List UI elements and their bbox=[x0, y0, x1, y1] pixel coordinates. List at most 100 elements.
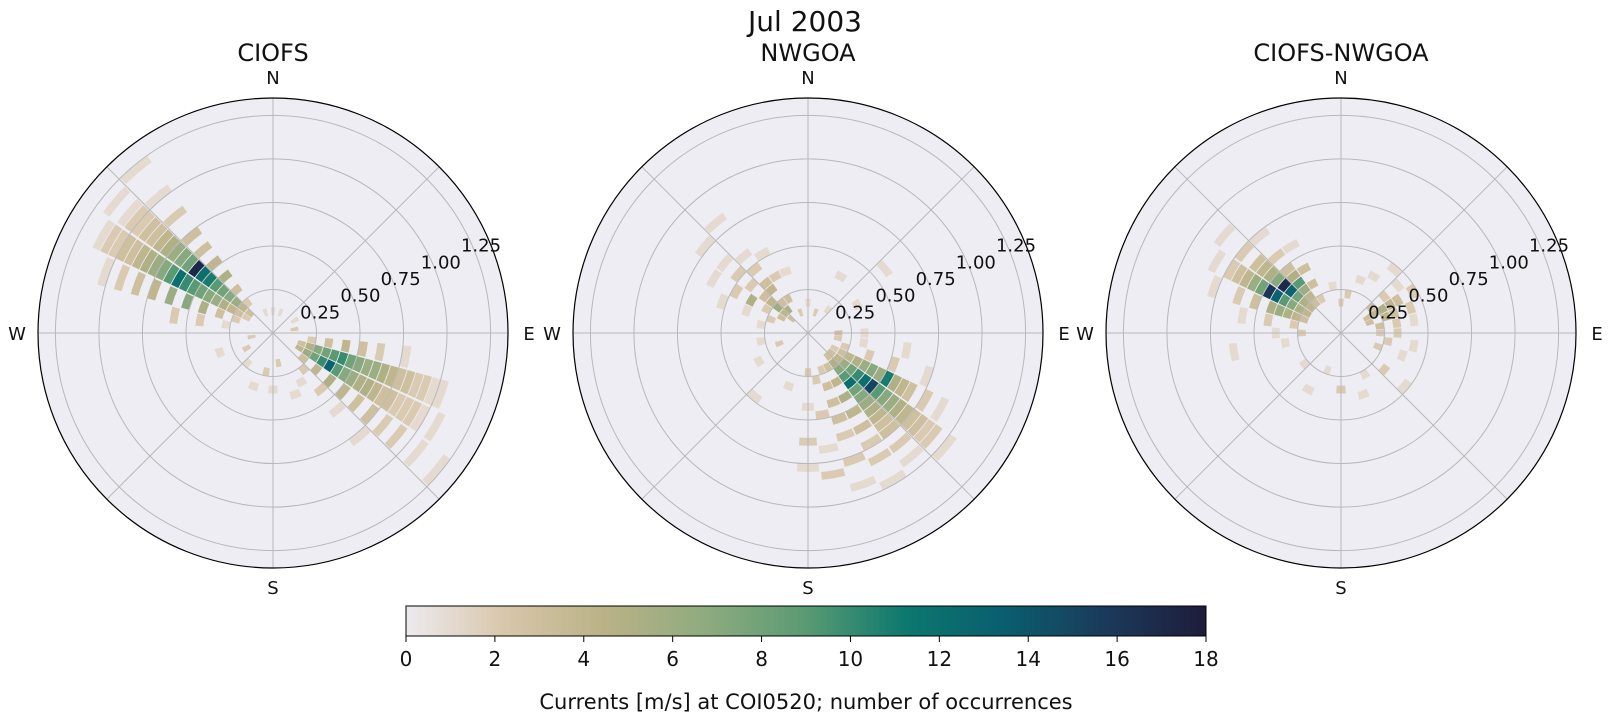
histogram-bin bbox=[320, 346, 332, 359]
histogram-bin bbox=[1277, 278, 1292, 293]
histogram-bin bbox=[1292, 276, 1306, 290]
histogram-bin bbox=[179, 273, 194, 292]
histogram-bin bbox=[930, 396, 950, 422]
histogram-bin bbox=[244, 308, 255, 318]
histogram-bin bbox=[860, 433, 882, 451]
histogram-bin bbox=[851, 355, 863, 368]
histogram-bin bbox=[340, 339, 351, 353]
histogram-bin bbox=[1405, 283, 1420, 300]
histogram-bin bbox=[753, 355, 765, 368]
angular-gridline bbox=[1340, 332, 1508, 500]
histogram-bin bbox=[193, 241, 213, 259]
histogram-bin bbox=[1239, 268, 1255, 289]
histogram-bin bbox=[247, 380, 260, 392]
histogram-bin bbox=[845, 363, 858, 376]
histogram-bin bbox=[352, 356, 365, 373]
histogram-bin bbox=[1256, 259, 1273, 278]
histogram-bin bbox=[888, 432, 912, 454]
histogram-bin bbox=[753, 246, 771, 262]
histogram-bin bbox=[131, 244, 151, 270]
histogram-bin bbox=[823, 351, 833, 362]
histogram-bin bbox=[1305, 302, 1316, 313]
histogram-bin bbox=[835, 428, 855, 442]
histogram-bin bbox=[1386, 262, 1402, 277]
histogram-bin bbox=[836, 348, 847, 358]
histogram-bin bbox=[392, 367, 407, 391]
histogram-bin bbox=[1375, 322, 1384, 330]
histogram-bin bbox=[831, 412, 848, 425]
histogram-bin bbox=[214, 307, 226, 320]
histogram-bin bbox=[853, 389, 869, 404]
histogram-bin bbox=[694, 235, 715, 258]
histogram-bin bbox=[218, 269, 233, 284]
histogram-bin bbox=[344, 370, 360, 388]
histogram-bin bbox=[863, 349, 875, 362]
histogram-bin bbox=[833, 353, 844, 364]
histogram-bin bbox=[1270, 288, 1284, 303]
colorbar-tick-label: 2 bbox=[489, 647, 502, 671]
radial-tick-label: 0.75 bbox=[381, 269, 421, 290]
histogram-bin bbox=[206, 255, 223, 271]
histogram-bin bbox=[865, 363, 879, 378]
histogram-bin bbox=[1408, 313, 1419, 327]
histogram-bin bbox=[766, 315, 776, 324]
histogram-bin bbox=[1284, 284, 1298, 298]
histogram-bin bbox=[1304, 290, 1316, 302]
histogram-bin bbox=[316, 355, 328, 368]
histogram-bin bbox=[1299, 315, 1309, 324]
histogram-bin bbox=[895, 403, 915, 425]
histogram-bin bbox=[1316, 294, 1326, 305]
histogram-bin bbox=[247, 334, 256, 340]
histogram-bin bbox=[100, 224, 123, 255]
histogram-bin bbox=[845, 404, 863, 420]
histogram-bin bbox=[777, 297, 788, 308]
histogram-bin bbox=[1391, 293, 1404, 307]
histogram-bin bbox=[277, 308, 284, 317]
histogram-bin bbox=[1234, 241, 1254, 263]
angular-gridline bbox=[106, 332, 274, 500]
histogram-bin bbox=[139, 249, 159, 274]
compass-label-n: N bbox=[266, 68, 279, 89]
histogram-bin bbox=[403, 439, 429, 468]
angular-gridline bbox=[641, 332, 809, 500]
histogram-bin bbox=[1323, 365, 1332, 375]
compass-label-e: E bbox=[1591, 324, 1602, 345]
histogram-bin bbox=[1310, 297, 1321, 308]
histogram-bin bbox=[357, 341, 368, 358]
histogram-bin bbox=[851, 298, 863, 311]
histogram-bin bbox=[879, 370, 895, 388]
histogram-bin bbox=[181, 226, 203, 246]
figure-title: Jul 2003 bbox=[746, 5, 862, 38]
histogram-bin bbox=[214, 346, 226, 359]
radial-tick-label: 0.50 bbox=[1408, 286, 1448, 307]
histogram-bin bbox=[195, 266, 211, 283]
histogram-bin bbox=[241, 344, 252, 353]
histogram-bins bbox=[92, 155, 451, 486]
histogram-bin bbox=[113, 264, 131, 292]
histogram-bin bbox=[876, 388, 893, 407]
histogram-bin bbox=[843, 376, 857, 390]
histogram-bin bbox=[423, 411, 446, 442]
histogram-bin bbox=[1344, 290, 1352, 299]
histogram-bin bbox=[1286, 298, 1298, 311]
colorbar-tick-label: 16 bbox=[1104, 647, 1129, 671]
radial-tick-label: 1.00 bbox=[421, 252, 461, 273]
histogram-bin bbox=[1265, 300, 1278, 315]
histogram-bin bbox=[1278, 293, 1291, 307]
histogram-bin bbox=[1232, 286, 1246, 306]
histogram-bin bbox=[298, 353, 309, 364]
histogram-bin bbox=[779, 266, 792, 278]
histogram-bin bbox=[171, 268, 187, 289]
compass-label-n: N bbox=[1334, 68, 1347, 89]
histogram-bin bbox=[1298, 283, 1311, 296]
histogram-bin bbox=[706, 268, 722, 289]
histogram-bin bbox=[1380, 311, 1391, 322]
histogram-bin bbox=[1377, 303, 1388, 315]
histogram-bin bbox=[422, 454, 451, 486]
histogram-bin bbox=[181, 253, 199, 273]
histogram-bin bbox=[174, 247, 193, 268]
compass-label-n: N bbox=[801, 68, 814, 89]
histogram-bin bbox=[878, 420, 900, 440]
histogram-bin bbox=[108, 229, 130, 259]
colorbar-tick-label: 4 bbox=[577, 647, 590, 671]
